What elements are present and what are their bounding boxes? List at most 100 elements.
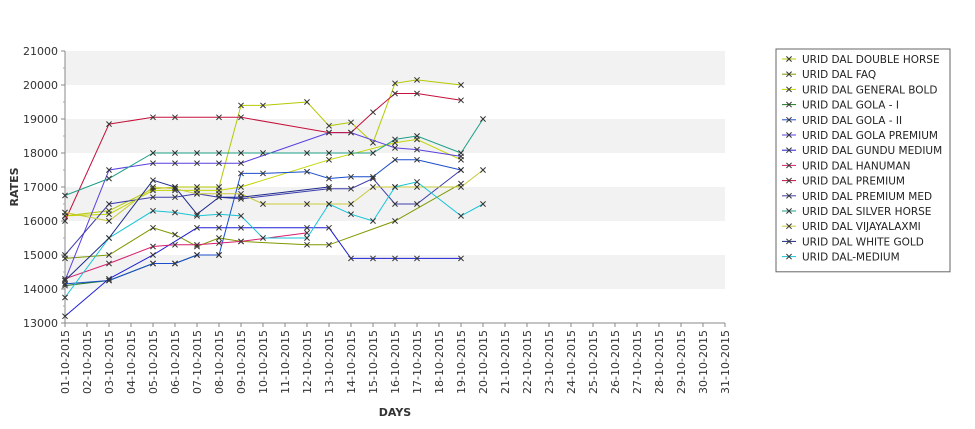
x-tick-label: 23-10-2015: [543, 330, 556, 394]
data-point-marker: [304, 201, 310, 207]
data-point-marker: [238, 160, 244, 167]
data-point-marker: [392, 201, 398, 207]
y-tick-label: 13000: [23, 317, 58, 330]
data-point-marker: [458, 255, 464, 262]
data-point-marker: [106, 121, 112, 128]
series-line: [64, 118, 484, 196]
data-point-marker: [370, 109, 376, 116]
series-layer: [62, 76, 486, 320]
data-point-marker: [480, 116, 486, 122]
data-point-marker: [62, 192, 68, 199]
legend-entry: URID DAL GENERAL BOLD: [802, 84, 938, 96]
data-point-marker: [62, 313, 68, 320]
x-tick-label: 15-10-2015: [367, 330, 380, 394]
data-point-marker: [348, 173, 354, 180]
x-tick-label: 02-10-2015: [81, 330, 94, 394]
data-point-marker: [216, 235, 222, 241]
data-point-marker: [216, 160, 222, 167]
data-point-marker: [194, 212, 200, 219]
legend-entry: URID DAL PREMIUM: [802, 176, 905, 188]
data-point-marker: [414, 76, 420, 83]
x-tick-label: 26-10-2015: [609, 330, 622, 394]
data-point-marker: [260, 235, 266, 241]
x-tick-label: 30-10-2015: [697, 330, 710, 394]
series-group: [62, 156, 464, 287]
data-point-marker: [194, 160, 200, 167]
data-point-marker: [172, 241, 178, 248]
legend-entry: URID DAL FAQ: [802, 69, 876, 81]
data-point-marker: [150, 184, 156, 190]
y-tick-label: 14000: [23, 283, 58, 296]
legend-marker: [786, 132, 792, 138]
data-point-marker: [392, 156, 398, 163]
data-point-marker: [326, 175, 332, 182]
data-point-marker: [348, 185, 354, 192]
grid-band: [65, 153, 725, 187]
legend-box: [775, 48, 951, 273]
data-point-marker: [172, 209, 178, 216]
data-point-marker: [370, 218, 376, 224]
legend-marker: [786, 238, 792, 245]
data-point-marker: [414, 90, 420, 97]
legend-entry: URID DAL HANUMAN: [802, 160, 911, 172]
x-tick-label: 19-10-2015: [455, 330, 468, 394]
data-point-marker: [392, 90, 398, 97]
data-point-marker: [348, 255, 354, 262]
data-point-marker: [194, 190, 200, 197]
data-point-marker: [172, 184, 178, 190]
data-point-marker: [238, 170, 244, 177]
data-point-marker: [106, 175, 112, 182]
x-tick-label: 22-10-2015: [521, 330, 534, 394]
data-point-marker: [238, 194, 244, 201]
data-point-marker: [62, 218, 68, 224]
legend-marker: [786, 177, 792, 184]
data-point-marker: [238, 224, 244, 231]
data-point-marker: [106, 167, 112, 173]
data-point-marker: [260, 102, 266, 109]
legend-marker: [786, 56, 792, 62]
data-point-marker: [304, 241, 310, 248]
data-point-marker: [326, 184, 332, 190]
x-tick-label: 11-10-2015: [279, 330, 292, 394]
data-point-marker: [370, 255, 376, 262]
legend-marker: [786, 253, 792, 260]
data-point-marker: [392, 184, 398, 190]
data-point-marker: [304, 150, 310, 156]
data-point-marker: [326, 241, 332, 248]
data-point-marker: [326, 129, 332, 136]
data-point-marker: [326, 156, 332, 163]
legend-marker: [786, 71, 792, 78]
data-point-marker: [414, 146, 420, 153]
legend-marker: [786, 208, 792, 214]
data-point-marker: [260, 170, 266, 177]
x-tick-label: 14-10-2015: [345, 330, 358, 394]
legend: URID DAL DOUBLE HORSE URID DAL FAQ URID DA…: [775, 48, 951, 273]
data-point-marker: [326, 201, 332, 207]
data-point-marker: [62, 277, 68, 284]
x-tick-label: 18-10-2015: [433, 330, 446, 394]
data-point-marker: [150, 114, 156, 121]
data-point-marker: [238, 102, 244, 109]
data-point-marker: [172, 114, 178, 121]
data-point-marker: [106, 277, 112, 284]
series-line: [64, 132, 462, 281]
legend-marker: [786, 192, 792, 199]
grid-band: [65, 221, 725, 255]
data-point-marker: [172, 160, 178, 167]
data-point-marker: [216, 114, 222, 121]
data-point-marker: [62, 252, 68, 258]
data-point-marker: [62, 294, 68, 301]
data-point-marker: [216, 240, 222, 247]
grid-band: [65, 289, 725, 323]
data-point-marker: [194, 252, 200, 258]
x-tick-label: 09-10-2015: [235, 330, 248, 394]
data-point-marker: [414, 178, 420, 185]
data-point-marker: [150, 243, 156, 250]
x-tick-label: 08-10-2015: [213, 330, 226, 394]
x-tick-label: 13-10-2015: [323, 330, 336, 394]
data-point-marker: [216, 150, 222, 156]
legend-entry: URID DAL PREMIUM MED: [802, 191, 932, 203]
grid-band: [65, 85, 725, 119]
data-point-marker: [106, 275, 112, 282]
